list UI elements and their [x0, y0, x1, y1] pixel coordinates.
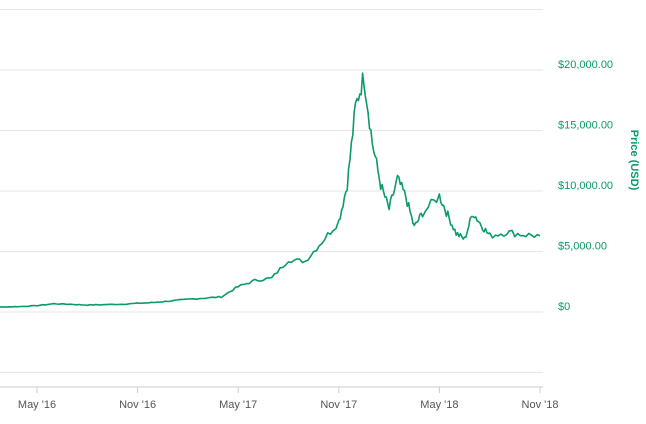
x-tick-label: May '16	[18, 399, 56, 411]
price-line	[0, 72, 541, 308]
x-tick-label: Nov '17	[320, 399, 357, 411]
y-tick-label: $10,000.00	[558, 180, 613, 192]
x-tick-label: May '17	[219, 399, 257, 411]
x-axis: May '16 Nov '16 May '17 Nov '17 May '18 Nov '…	[0, 386, 559, 411]
x-tick-label: May '18	[420, 399, 458, 411]
y-axis-tick-labels: $0 $5,000.00 $10,000.00 $15,000.00 $20,000.0…	[558, 59, 613, 313]
price-series	[0, 72, 541, 308]
y-tick-label: $5,000.00	[558, 241, 607, 253]
x-tick-label: Nov '18	[522, 399, 559, 411]
y-tick-label: $0	[558, 301, 570, 313]
y-axis-title: Price (USD)	[628, 130, 640, 191]
y-tick-label: $15,000.00	[558, 120, 613, 132]
x-tick-label: Nov '16	[119, 399, 156, 411]
y-tick-label: $20,000.00	[558, 59, 613, 71]
gridlines	[0, 9, 543, 373]
